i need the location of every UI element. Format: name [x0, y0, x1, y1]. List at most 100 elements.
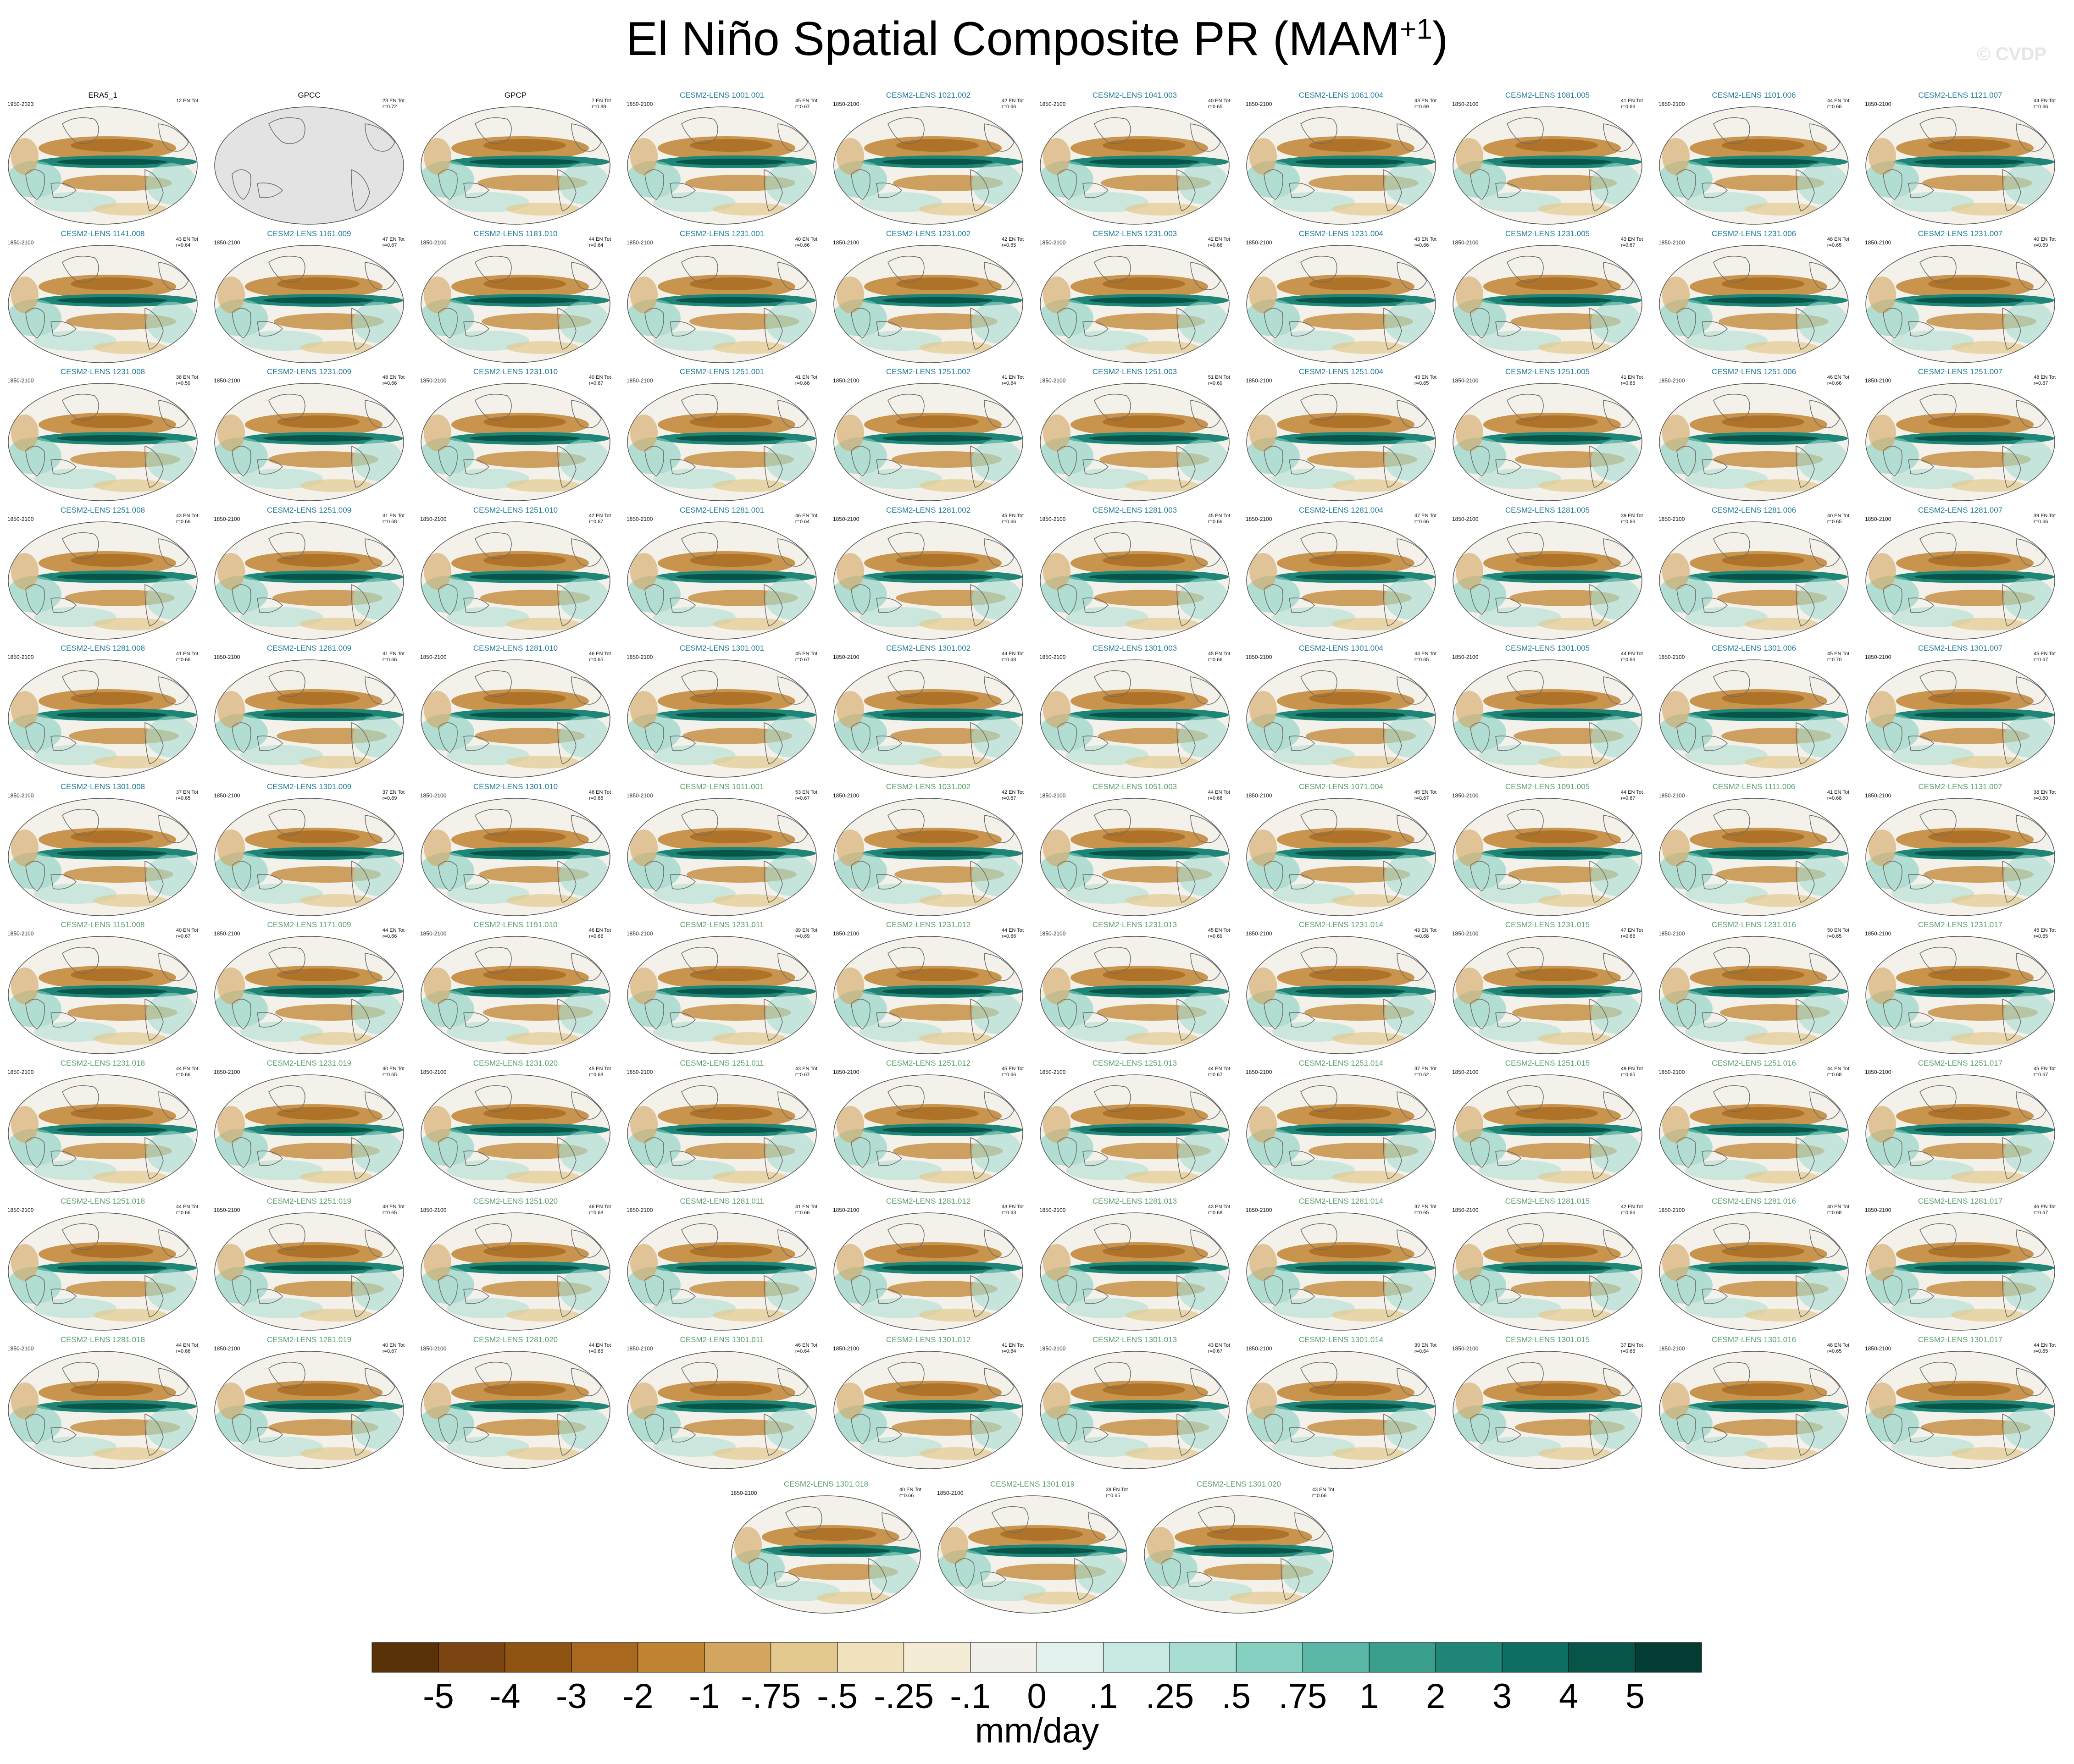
coastline: [764, 307, 783, 350]
map-globe: [1040, 244, 1230, 363]
coastline: [2016, 123, 2046, 152]
coastline: [1713, 1085, 1750, 1112]
map-border: [1246, 1350, 1436, 1469]
coastline: [1190, 814, 1221, 843]
panel-grid: ERA5_1 1950-2023 12 EN Tot GPCC 23 EN Tot r=0…: [7, 91, 2062, 1614]
coastline: [1603, 1229, 1634, 1258]
coastline: [670, 1427, 696, 1443]
panel-event-count: 45 EN Tot r=0.66: [1002, 1066, 1024, 1078]
dry-patch-west: [837, 691, 864, 728]
coastline: [1495, 321, 1522, 337]
panel-years: 1850-2100: [420, 1068, 447, 1075]
wet-core-equator: [263, 297, 373, 304]
dry-patch-far-south: [1126, 1032, 1199, 1045]
map-panel: CESM2-LENS 1251.017 1850-2100 45 EN Tot r=0…: [1858, 1059, 2062, 1196]
coastline: [158, 400, 189, 428]
panel-title: CESM2-LENS 1231.015: [1505, 920, 1590, 929]
wet-patch-east: [765, 716, 816, 758]
wet-patch-east: [1797, 854, 1848, 896]
dry-patch-west: [11, 829, 39, 866]
event-count-label: 39 EN Tot: [2033, 513, 2056, 519]
coastline: [970, 169, 989, 211]
panel-event-count: 41 EN Tot r=0.68: [795, 375, 817, 387]
map-panel: CESM2-LENS 1231.007 1850-2100 40 EN Tot r=0…: [1858, 229, 2062, 367]
coastline: [25, 1413, 45, 1444]
map-globe: [1659, 1350, 1849, 1469]
panel-title: CESM2-LENS 1231.011: [680, 920, 764, 929]
coastline: [557, 169, 577, 211]
dry-patch-west: [424, 138, 451, 175]
pattern-correlation-label: r=0.67: [382, 242, 397, 248]
event-count-label: 44 EN Tot: [1001, 928, 1024, 933]
coastline: [144, 1137, 164, 1179]
event-count-label: 46 EN Tot: [588, 651, 611, 657]
event-count-label: 41 EN Tot: [382, 651, 405, 657]
coastline: [1495, 459, 1522, 475]
coastline: [1589, 1413, 1608, 1456]
coastline: [1264, 722, 1283, 753]
pattern-correlation-label: r=0.65: [1414, 1210, 1429, 1216]
panel-event-count: 39 EN Tot r=0.66: [1621, 513, 1643, 525]
map-border: [214, 244, 404, 363]
dry-band-south: [887, 313, 998, 330]
panel-event-count: 45 EN Tot r=0.67: [2034, 1066, 2056, 1078]
dry-core-north: [1515, 139, 1598, 152]
coastline: [232, 307, 251, 338]
coastline: [1495, 1427, 1522, 1443]
panel-title: CESM2-LENS 1281.016: [1711, 1197, 1797, 1205]
dry-patch-west: [1456, 1244, 1483, 1281]
map-globe: [1144, 1495, 1334, 1614]
coastline: [50, 735, 77, 751]
dry-patch-far-south: [1538, 617, 1612, 630]
dry-core-north: [1515, 415, 1598, 428]
wet-core-equator: [57, 297, 167, 304]
coastline: [1796, 722, 1815, 764]
coastline: [644, 860, 664, 891]
wet-patch-east: [2004, 440, 2054, 481]
map-globe: [421, 1074, 610, 1193]
map-border: [421, 383, 610, 501]
panel-years: 1850-2100: [1246, 515, 1272, 522]
coastline: [571, 1229, 602, 1258]
dry-core-north: [896, 1106, 979, 1120]
map-globe: [627, 521, 817, 640]
dry-core-north: [1103, 968, 1185, 981]
dry-patch-far-south: [506, 617, 580, 630]
dry-patch-far-south: [1332, 894, 1405, 907]
wet-patch-east: [1591, 1407, 1641, 1449]
map-globe: [421, 1212, 610, 1331]
coastline: [970, 860, 989, 903]
event-count-label: 44 EN Tot: [1620, 789, 1643, 795]
colorbar-tick-label: 0: [1027, 1677, 1046, 1716]
dry-core-north: [1103, 415, 1185, 428]
panel-event-count: 41 EN Tot r=0.66: [176, 651, 198, 663]
dry-band-south: [1508, 866, 1618, 883]
coastline: [1796, 1275, 1815, 1317]
dry-patch-far-south: [300, 341, 373, 354]
dry-patch-west: [1043, 1106, 1070, 1143]
event-count-label: 44 EN Tot: [176, 1204, 198, 1210]
coastline: [1908, 735, 1935, 751]
coastline: [887, 1223, 925, 1250]
coastline: [882, 1512, 912, 1541]
map-panel: CESM2-LENS 1231.013 1850-2100 45 EN Tot r=0…: [1033, 920, 1237, 1058]
wet-core-equator: [1295, 573, 1405, 580]
panel-title: CESM2-LENS 1281.004: [1298, 505, 1384, 514]
dry-band-south: [62, 175, 172, 191]
map-border: [1865, 1212, 2055, 1331]
map-panel: CESM2-LENS 1301.014 1850-2100 39 EN Tot r=0…: [1239, 1335, 1443, 1473]
coastline: [1908, 1288, 1935, 1304]
dry-patch-far-south: [1951, 617, 2024, 630]
map-panel: CESM2-LENS 1301.017 1850-2100 44 EN Tot r=0…: [1858, 1335, 2062, 1473]
coastline: [365, 1091, 395, 1120]
coastline: [1713, 1361, 1750, 1388]
dry-patch-far-south: [1126, 203, 1199, 216]
coastline: [232, 584, 251, 615]
dry-core-north: [71, 1245, 153, 1258]
wet-patch-east: [2004, 1407, 2054, 1449]
coastline: [868, 1558, 887, 1600]
coastline: [1495, 735, 1522, 751]
coastline: [1809, 123, 1840, 152]
panel-years: 1850-2100: [1246, 239, 1272, 246]
wet-core-equator: [263, 573, 373, 580]
